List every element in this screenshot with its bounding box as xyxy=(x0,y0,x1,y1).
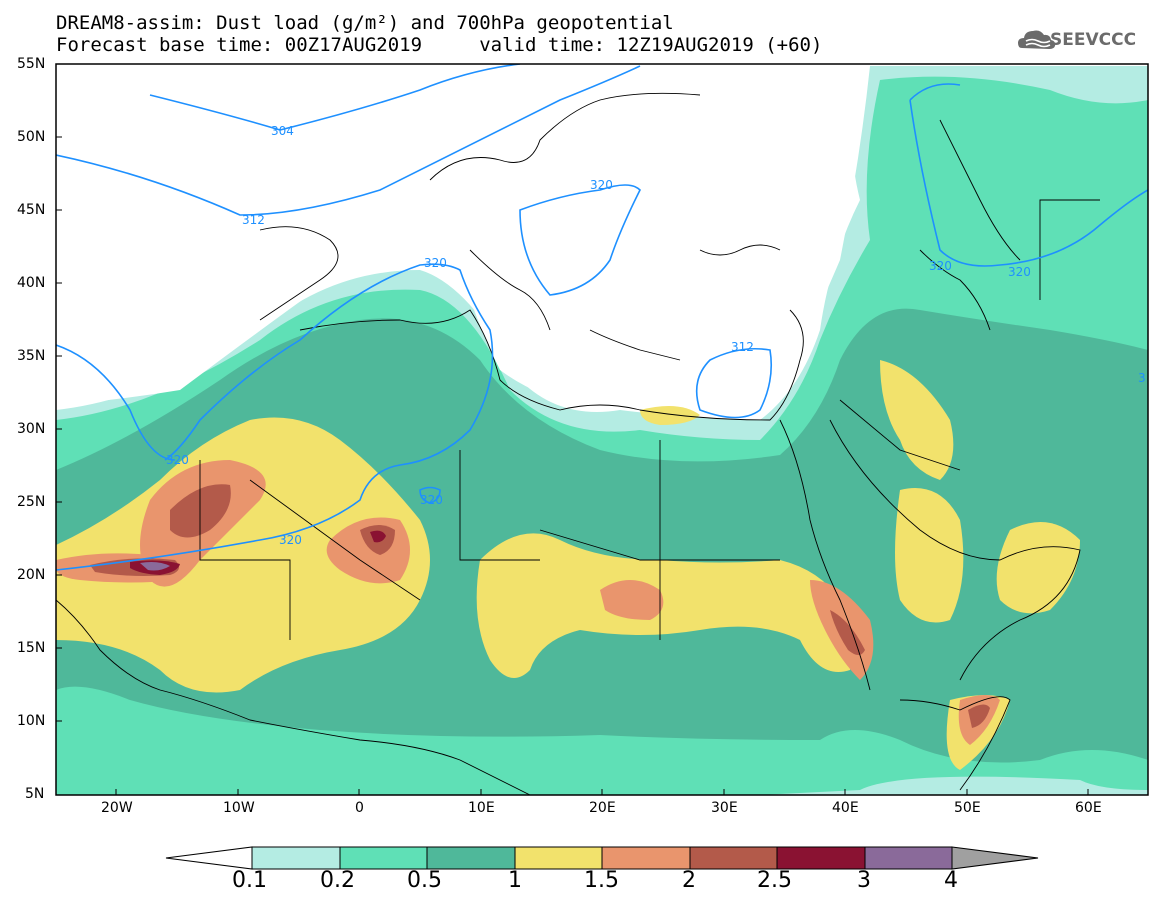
colorbar-swatch-4 xyxy=(514,846,603,870)
contour-label: 320 xyxy=(420,493,443,507)
lat-label: 55N xyxy=(17,56,46,72)
colorbar-left-arrow xyxy=(165,846,253,870)
lat-label: 5N xyxy=(25,786,45,802)
seevccc-logo-text: SEEVCCC xyxy=(1050,30,1137,50)
contour-label: 312 xyxy=(731,340,754,354)
colorbar-label: 1 xyxy=(508,868,522,893)
colorbar-label: 4 xyxy=(944,868,958,893)
colorbar-swatch-2 xyxy=(339,846,428,870)
contour-label: 320 xyxy=(424,256,447,270)
lat-label: 25N xyxy=(17,494,46,510)
forecast-time-subtitle: Forecast base time: 00Z17AUG2019 valid t… xyxy=(56,34,823,56)
lon-label: 10W xyxy=(223,800,255,816)
contour-label: 320 xyxy=(279,533,302,547)
axis-ticks xyxy=(56,63,1089,795)
lat-label: 45N xyxy=(17,202,46,218)
colorbar-label: 3 xyxy=(857,868,871,893)
lon-label: 30E xyxy=(711,800,738,816)
geopotential-contours xyxy=(56,64,1148,571)
dust-field xyxy=(56,66,1148,795)
lat-label: 10N xyxy=(17,713,46,729)
colorbar-swatch-7 xyxy=(776,846,866,870)
colorbar-swatch-6 xyxy=(689,846,778,870)
lon-label: 20E xyxy=(589,800,616,816)
colorbar-swatch-8 xyxy=(864,846,953,870)
lon-label: 60E xyxy=(1075,800,1102,816)
lon-label: 0 xyxy=(355,800,364,816)
contour-label: 320 xyxy=(1008,265,1031,279)
colorbar-label: 2 xyxy=(682,868,696,893)
contour-label: 304 xyxy=(271,124,294,138)
cloud-icon xyxy=(1018,30,1056,49)
colorbar-label: 1.5 xyxy=(584,868,619,893)
lat-label: 50N xyxy=(17,129,46,145)
lat-label: 40N xyxy=(17,275,46,291)
lat-label: 35N xyxy=(17,348,46,364)
colorbar-swatch-1 xyxy=(251,846,341,870)
lon-label: 50E xyxy=(954,800,981,816)
lat-label: 30N xyxy=(17,421,46,437)
coastlines xyxy=(56,92,1100,795)
colorbar xyxy=(165,846,1039,870)
lat-label: 15N xyxy=(17,640,46,656)
contour-label: 312 xyxy=(242,213,265,227)
colorbar-label: 0.2 xyxy=(320,868,355,893)
contour-label: 320 xyxy=(590,178,613,192)
colorbar-swatch-5 xyxy=(601,846,691,870)
colorbar-label: 2.5 xyxy=(757,868,792,893)
lon-label: 10E xyxy=(468,800,495,816)
colorbar-right-arrow xyxy=(951,846,1039,870)
colorbar-label: 0.5 xyxy=(407,868,442,893)
colorbar-label: 0.1 xyxy=(232,868,267,893)
map-title: DREAM8-assim: Dust load (g/m²) and 700hP… xyxy=(56,12,674,34)
lon-label: 40E xyxy=(832,800,859,816)
contour-label: 3 xyxy=(1138,371,1146,385)
lat-label: 20N xyxy=(17,567,46,583)
colorbar-swatch-3 xyxy=(426,846,516,870)
contour-label: 320 xyxy=(166,453,189,467)
contour-label: 320 xyxy=(929,259,952,273)
lon-label: 20W xyxy=(101,800,133,816)
